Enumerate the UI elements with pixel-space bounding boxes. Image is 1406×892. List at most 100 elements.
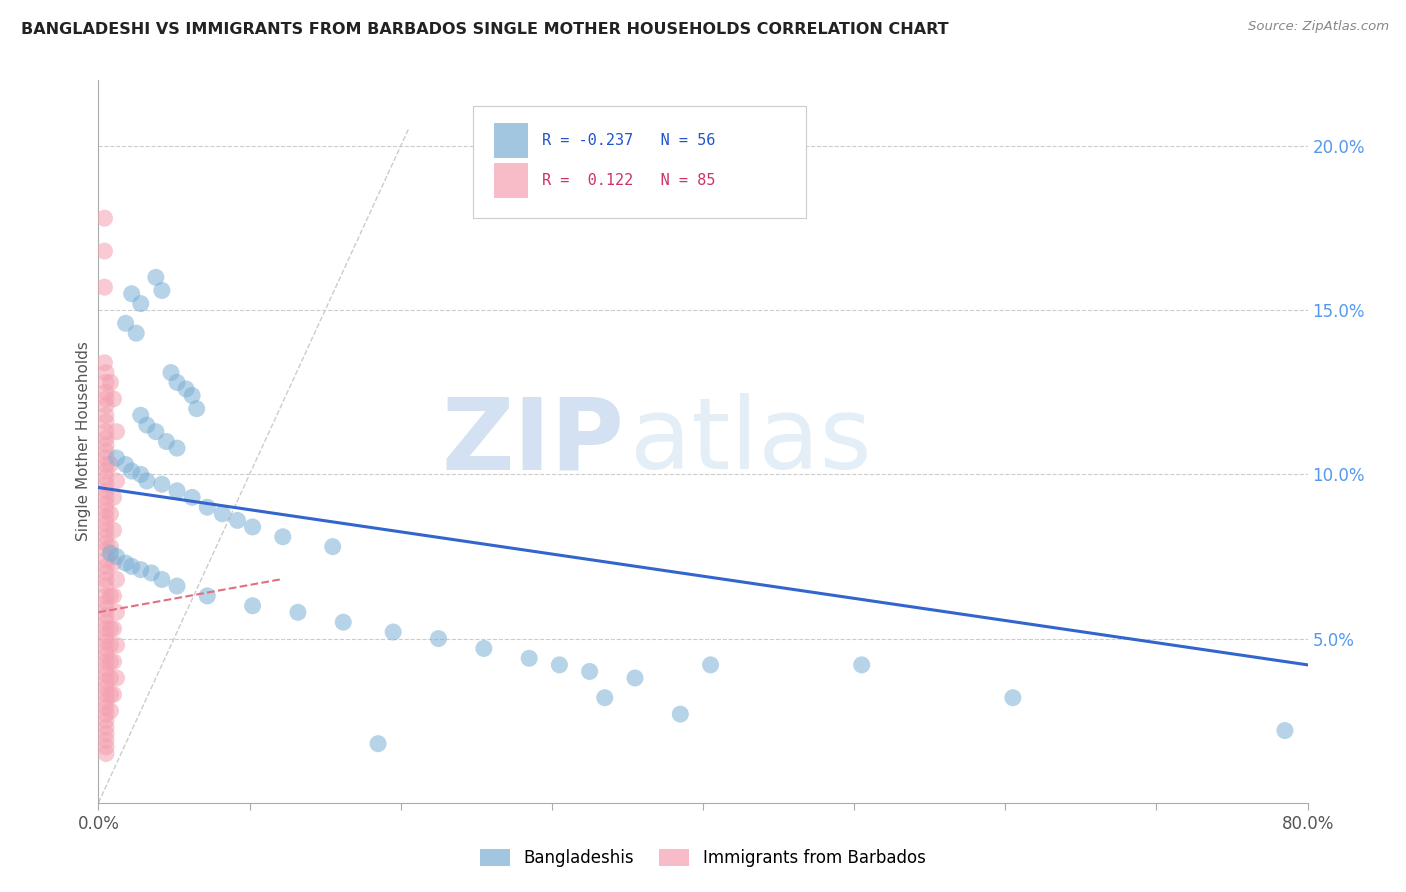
Text: atlas: atlas xyxy=(630,393,872,490)
Point xyxy=(94,516,117,531)
Point xyxy=(100,622,122,636)
Point xyxy=(382,625,405,640)
Point xyxy=(129,296,152,310)
Point xyxy=(94,503,117,517)
Point xyxy=(94,444,117,458)
Point xyxy=(1274,723,1296,738)
Point xyxy=(94,747,117,761)
Point xyxy=(94,615,117,630)
Point xyxy=(105,425,128,439)
Point xyxy=(160,366,183,380)
Point xyxy=(94,733,117,747)
Y-axis label: Single Mother Households: Single Mother Households xyxy=(76,342,91,541)
Point xyxy=(94,497,117,511)
Point xyxy=(94,595,117,609)
Point xyxy=(517,651,540,665)
Point xyxy=(624,671,647,685)
Point xyxy=(121,559,143,574)
Point xyxy=(100,540,122,554)
Point xyxy=(94,608,117,623)
Point xyxy=(472,641,495,656)
Point xyxy=(166,441,188,455)
Point xyxy=(94,589,117,603)
Point xyxy=(103,622,125,636)
Point xyxy=(226,513,249,527)
Point xyxy=(94,398,117,412)
Point xyxy=(211,507,233,521)
Point xyxy=(94,553,117,567)
Point xyxy=(94,661,117,675)
Point xyxy=(100,671,122,685)
Text: BANGLADESHI VS IMMIGRANTS FROM BARBADOS SINGLE MOTHER HOUSEHOLDS CORRELATION CHA: BANGLADESHI VS IMMIGRANTS FROM BARBADOS … xyxy=(21,22,949,37)
Point xyxy=(100,704,122,718)
Point xyxy=(103,491,125,505)
Text: R = -0.237   N = 56: R = -0.237 N = 56 xyxy=(543,133,716,148)
Point xyxy=(105,605,128,619)
Point xyxy=(141,566,163,580)
Point xyxy=(94,681,117,695)
Point xyxy=(94,655,117,669)
Point xyxy=(94,385,117,400)
Point xyxy=(94,714,117,728)
Point xyxy=(94,573,117,587)
Point xyxy=(94,559,117,574)
Point xyxy=(94,628,117,642)
Point xyxy=(322,540,344,554)
Point xyxy=(150,573,173,587)
Point xyxy=(94,566,117,580)
Point xyxy=(94,510,117,524)
Point xyxy=(94,536,117,550)
Point xyxy=(145,270,167,285)
Point xyxy=(94,622,117,636)
Point xyxy=(94,648,117,662)
Point xyxy=(94,667,117,681)
Point xyxy=(121,286,143,301)
Point xyxy=(242,520,264,534)
Point xyxy=(94,727,117,741)
Point xyxy=(94,694,117,708)
Point xyxy=(114,316,136,330)
Point xyxy=(93,211,115,226)
Point xyxy=(548,657,571,672)
Point xyxy=(94,687,117,701)
Point xyxy=(94,392,117,406)
Point xyxy=(851,657,873,672)
Point xyxy=(93,280,115,294)
Point xyxy=(94,530,117,544)
Point xyxy=(94,409,117,423)
Point xyxy=(105,474,128,488)
FancyBboxPatch shape xyxy=(474,105,806,218)
Point xyxy=(129,563,152,577)
Point xyxy=(186,401,208,416)
Point xyxy=(94,470,117,484)
Point xyxy=(699,657,721,672)
Point xyxy=(105,573,128,587)
Point xyxy=(100,638,122,652)
Point xyxy=(166,483,188,498)
Point xyxy=(100,458,122,472)
Point xyxy=(155,434,177,449)
Point xyxy=(103,589,125,603)
Point xyxy=(669,707,692,722)
Bar xyxy=(494,123,527,158)
Point xyxy=(100,546,122,560)
Point xyxy=(427,632,450,646)
Point xyxy=(166,376,188,390)
Point xyxy=(103,687,125,701)
Point xyxy=(145,425,167,439)
Point xyxy=(114,556,136,570)
Point xyxy=(94,438,117,452)
Point xyxy=(94,579,117,593)
Point xyxy=(271,530,294,544)
Point xyxy=(103,392,125,406)
Text: ZIP: ZIP xyxy=(441,393,624,490)
Point xyxy=(94,366,117,380)
Point xyxy=(181,491,204,505)
Point xyxy=(94,602,117,616)
Point xyxy=(100,507,122,521)
Point xyxy=(105,450,128,465)
Point xyxy=(367,737,389,751)
Point xyxy=(332,615,354,630)
Point xyxy=(105,638,128,652)
Point xyxy=(94,707,117,722)
